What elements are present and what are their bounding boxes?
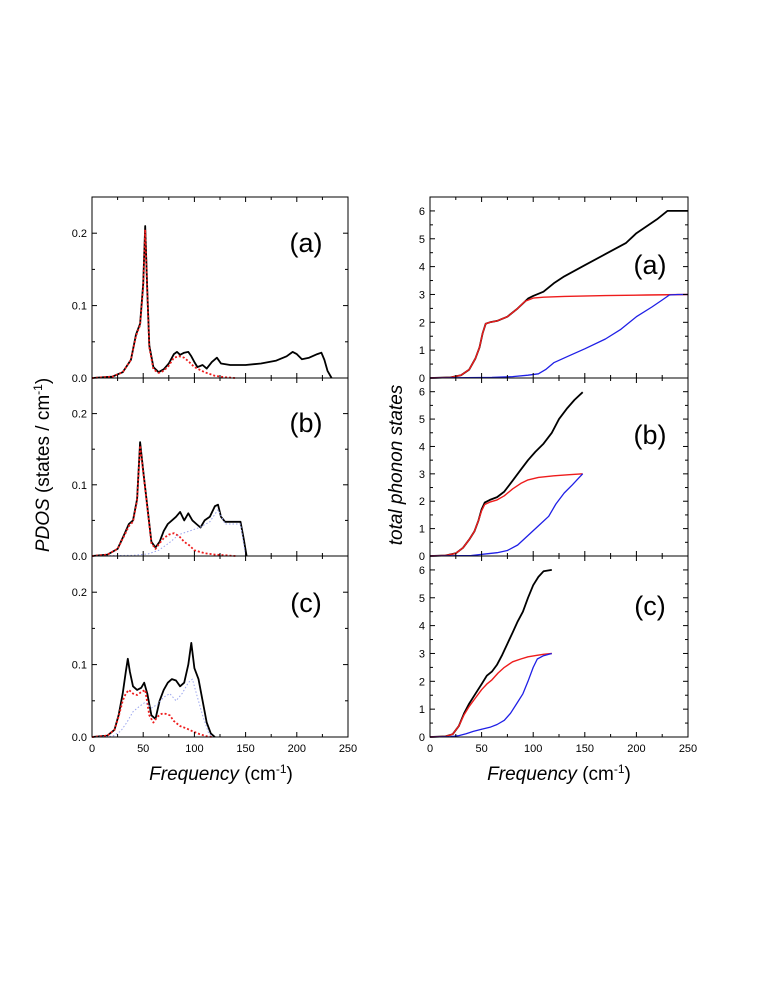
pdos-a-series-total <box>91 225 333 379</box>
panels: 0.00.10.2 (a)0.00.10.2 (b)0 50 100 150 200 2500… <box>72 196 697 755</box>
left-y-axis-title-italic: PDOS <box>33 498 54 552</box>
cum-a-y-tick-label: 3 <box>419 289 425 301</box>
cum-c-y-tick-label: 0 <box>419 732 425 744</box>
cum-a-y-tick-label: 5 <box>419 234 425 246</box>
pdos-b-y-tick-label: 0.1 <box>72 480 87 492</box>
pdos-a-y-tick-label: 0.0 <box>72 373 87 385</box>
right-y-axis-title: total phonon states <box>386 384 407 545</box>
cum-c-x-tick-label: 200 <box>627 743 645 755</box>
right-x-axis-title-sup: -1 <box>614 762 625 776</box>
cum-b-y-tick-label: 2 <box>419 496 425 508</box>
cum-b-y-tick-label: 4 <box>419 441 425 453</box>
cum-c-x-tick-label: 100 <box>524 743 542 755</box>
right-x-axis-title-rest: (cm <box>577 764 614 785</box>
cum-c-x-tick-label: 50 <box>475 743 487 755</box>
cum-a-y-tick-label: 4 <box>419 262 425 274</box>
cum-c-y-tick-label: 1 <box>419 704 425 716</box>
cum-a-y-tick-label: 1 <box>419 345 425 357</box>
left-x-axis-title: Frequency (cm-1) <box>149 762 293 785</box>
cum-b-series-total <box>429 391 584 557</box>
cum-b-panel-label: (b) <box>634 420 667 450</box>
pdos-a-y-tick-label: 0.1 <box>72 301 87 313</box>
cum-c-series-red <box>429 652 552 738</box>
left-x-axis-title-sup: -1 <box>276 762 287 776</box>
pdos-c-x-tick-label: 250 <box>339 743 357 755</box>
cum-c-frame <box>429 555 689 738</box>
cum-c-y-tick-label: 5 <box>419 593 425 605</box>
cum-c-series-total <box>429 569 552 738</box>
pdos-b-y-tick-label: 0.2 <box>72 409 87 421</box>
cum-a-series-blue <box>429 293 688 379</box>
pdos-b-frame <box>91 377 349 557</box>
cum-c-x-tick-label: 0 <box>427 743 433 755</box>
pdos-c-x-tick-label: 100 <box>185 743 203 755</box>
cum-c-series-blue <box>429 652 552 738</box>
pdos-c-series-red <box>91 689 213 738</box>
cum-c-x-tick-label: 150 <box>576 743 594 755</box>
cum-b-y-tick-label: 6 <box>419 387 425 399</box>
cum-a-panel-label: (a) <box>634 250 667 280</box>
chart-cum-b: 0 1 2 3 4 5 6 (b) <box>419 377 689 563</box>
pdos-c-y-tick-label: 0.0 <box>72 732 87 744</box>
chart-cum-a: 0 1 2 3 4 5 6 (a) <box>419 196 689 385</box>
cum-b-series-blue <box>429 473 584 557</box>
cum-a-y-tick-label: 6 <box>419 206 425 218</box>
left-x-axis-title-rest: (cm <box>239 764 276 785</box>
cum-c-y-tick-label: 2 <box>419 676 425 688</box>
pdos-b-series-total <box>91 441 248 557</box>
pdos-c-series-total <box>91 642 216 738</box>
left-x-axis-title-close: ) <box>287 764 293 785</box>
pdos-a-frame <box>91 196 349 379</box>
cum-b-y-tick-label: 3 <box>419 469 425 481</box>
cum-b-series-red <box>429 473 583 557</box>
right-x-axis-title: Frequency (cm-1) <box>487 762 631 785</box>
cum-c-y-tick-label: 6 <box>419 565 425 577</box>
pdos-c-x-tick-label: 0 <box>89 743 95 755</box>
cum-c-x-tick-label: 250 <box>679 743 697 755</box>
chart-pdos-a: 0.0 0.1 0.2 (a) <box>72 196 349 385</box>
pdos-a-y-tick-label: 0.2 <box>72 228 87 240</box>
pdos-c-x-tick-label: 50 <box>137 743 149 755</box>
left-x-axis-title-italic: Frequency <box>149 764 240 785</box>
pdos-b-series-red <box>91 444 236 557</box>
right-x-axis-title-italic: Frequency <box>487 764 578 785</box>
cum-b-y-tick-label: 5 <box>419 414 425 426</box>
pdos-c-series-blue <box>91 678 214 738</box>
pdos-b-panel-label: (b) <box>290 408 323 438</box>
cum-c-y-tick-label: 3 <box>419 648 425 660</box>
chart-pdos-c: 0 50 100 150 200 250 0.0 0.1 0.2 (c) <box>72 555 357 755</box>
cum-a-y-tick-label: 0 <box>419 373 425 385</box>
right-x-axis-title-close: ) <box>625 764 631 785</box>
chart-pdos-b: 0.0 0.1 0.2 (b) <box>72 377 349 563</box>
pdos-c-frame <box>91 555 349 738</box>
left-y-axis-title-close: ) <box>33 378 54 384</box>
cum-b-frame <box>429 377 689 557</box>
cum-c-y-tick-label: 4 <box>419 621 425 633</box>
pdos-b-y-tick-label: 0.0 <box>72 551 87 563</box>
pdos-a-panel-label: (a) <box>290 228 323 258</box>
pdos-b-series-blue <box>91 509 247 557</box>
pdos-c-panel-label: (c) <box>290 588 321 618</box>
pdos-c-y-tick-label: 0.1 <box>72 660 87 672</box>
left-y-axis-title: PDOS (states / cm-1) <box>31 378 54 552</box>
cum-a-series-red <box>429 293 689 379</box>
cum-a-y-tick-label: 2 <box>419 317 425 329</box>
pdos-a-series-red <box>91 228 236 379</box>
cum-b-y-tick-label: 1 <box>419 524 425 536</box>
pdos-c-x-tick-label: 200 <box>288 743 306 755</box>
cum-b-y-tick-label: 0 <box>419 551 425 563</box>
chart-cum-c: 0 50 100 150 200 250 0 1 2 3 4 5 6 (c) <box>419 555 697 755</box>
cum-c-panel-label: (c) <box>634 591 665 621</box>
pdos-c-x-tick-label: 150 <box>236 743 254 755</box>
left-y-axis-title-rest: (states / cm <box>33 395 54 498</box>
pdos-c-y-tick-label: 0.2 <box>72 587 87 599</box>
left-y-axis-title-sup: -1 <box>31 384 45 395</box>
